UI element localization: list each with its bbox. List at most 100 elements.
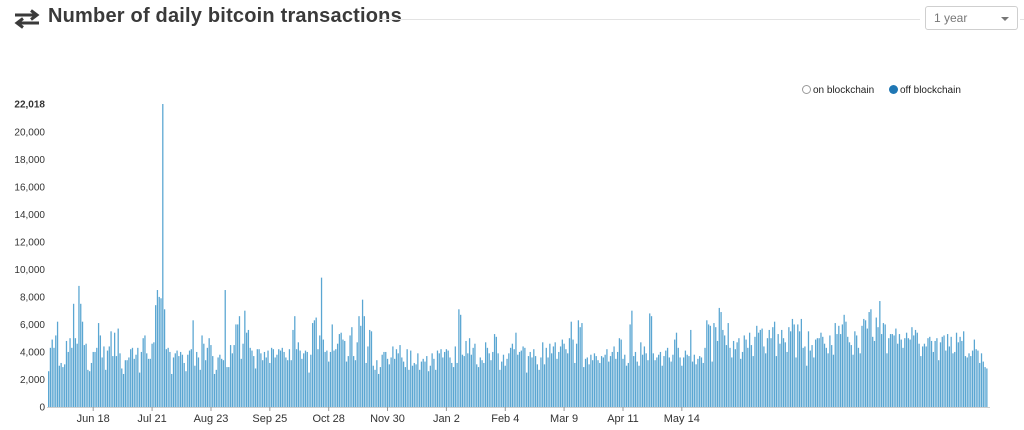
bar	[629, 324, 631, 407]
bar	[435, 369, 437, 407]
bar	[147, 358, 150, 407]
bar	[265, 357, 267, 407]
bar	[303, 353, 305, 407]
bar	[757, 332, 760, 407]
bar	[158, 296, 160, 407]
bar	[666, 347, 669, 407]
bar	[83, 345, 85, 407]
bar	[568, 338, 571, 407]
bar	[586, 357, 588, 407]
bar	[699, 356, 701, 407]
bar	[138, 372, 141, 407]
bar	[747, 347, 749, 407]
bar	[297, 342, 299, 407]
bar	[96, 347, 98, 407]
bar	[402, 361, 405, 407]
bar	[319, 335, 321, 407]
bar	[235, 324, 237, 407]
bar	[577, 320, 580, 407]
bar	[791, 318, 794, 407]
bar	[112, 356, 114, 407]
bar	[870, 309, 872, 407]
bar	[802, 347, 804, 407]
bar	[863, 318, 865, 407]
bar	[451, 362, 453, 407]
bar	[467, 353, 469, 407]
bar	[208, 338, 210, 407]
bar	[413, 362, 415, 407]
bar	[110, 331, 112, 407]
bar	[877, 327, 879, 407]
bar	[814, 339, 817, 407]
bar	[48, 371, 50, 407]
bar	[879, 301, 881, 407]
bar	[497, 353, 499, 407]
bar	[245, 332, 248, 407]
bar	[146, 353, 148, 407]
bar	[959, 336, 961, 407]
bar	[722, 329, 724, 407]
bar	[249, 347, 251, 407]
bar	[331, 324, 333, 407]
bar	[106, 350, 109, 407]
bar	[55, 335, 57, 407]
bar	[251, 350, 253, 407]
bar	[429, 365, 431, 407]
bar	[599, 362, 601, 407]
bar	[353, 356, 355, 407]
bar	[902, 347, 904, 407]
bar	[388, 364, 390, 407]
time-range-select[interactable]: 1 year	[925, 6, 1018, 30]
bar	[222, 360, 225, 407]
legend-item-off-blockchain[interactable]: off blockchain	[888, 85, 961, 96]
bar	[80, 303, 82, 407]
bar	[488, 353, 490, 407]
bar	[456, 362, 458, 407]
bar	[729, 347, 731, 407]
y-tick-label: 12,000	[14, 237, 45, 248]
bar	[436, 350, 439, 407]
bar	[977, 350, 979, 407]
legend-item-on-blockchain[interactable]: on blockchain	[802, 85, 874, 96]
bar	[681, 365, 683, 407]
bar	[770, 338, 772, 407]
bar	[338, 334, 341, 407]
bar	[934, 340, 936, 407]
bar	[597, 360, 599, 407]
bar	[465, 340, 467, 407]
bar	[137, 347, 139, 407]
bar	[410, 350, 412, 407]
bar	[495, 336, 497, 407]
bar	[452, 367, 455, 407]
bar	[625, 365, 628, 407]
bar	[247, 329, 250, 407]
bar	[622, 358, 624, 407]
bar	[872, 336, 874, 407]
bar	[838, 325, 840, 407]
bar	[567, 353, 569, 407]
bar	[663, 356, 665, 407]
bar	[128, 357, 130, 407]
bar	[449, 357, 451, 407]
bar	[470, 354, 473, 407]
y-tick-label: 22,018	[14, 100, 45, 111]
bar	[948, 346, 951, 407]
bar	[311, 323, 314, 407]
bar	[401, 357, 403, 407]
bar	[324, 351, 326, 407]
header-divider-right	[1020, 19, 1024, 20]
bar	[244, 310, 246, 407]
bar	[656, 357, 658, 407]
bar	[517, 354, 519, 407]
bar	[748, 332, 751, 407]
bar	[71, 347, 73, 407]
bar	[295, 349, 298, 407]
bar	[92, 351, 94, 407]
bar	[238, 316, 241, 407]
bar	[190, 349, 192, 407]
bar	[891, 334, 893, 407]
bar	[859, 353, 861, 407]
bar	[973, 339, 976, 407]
bar	[724, 335, 726, 407]
bar	[822, 336, 824, 407]
